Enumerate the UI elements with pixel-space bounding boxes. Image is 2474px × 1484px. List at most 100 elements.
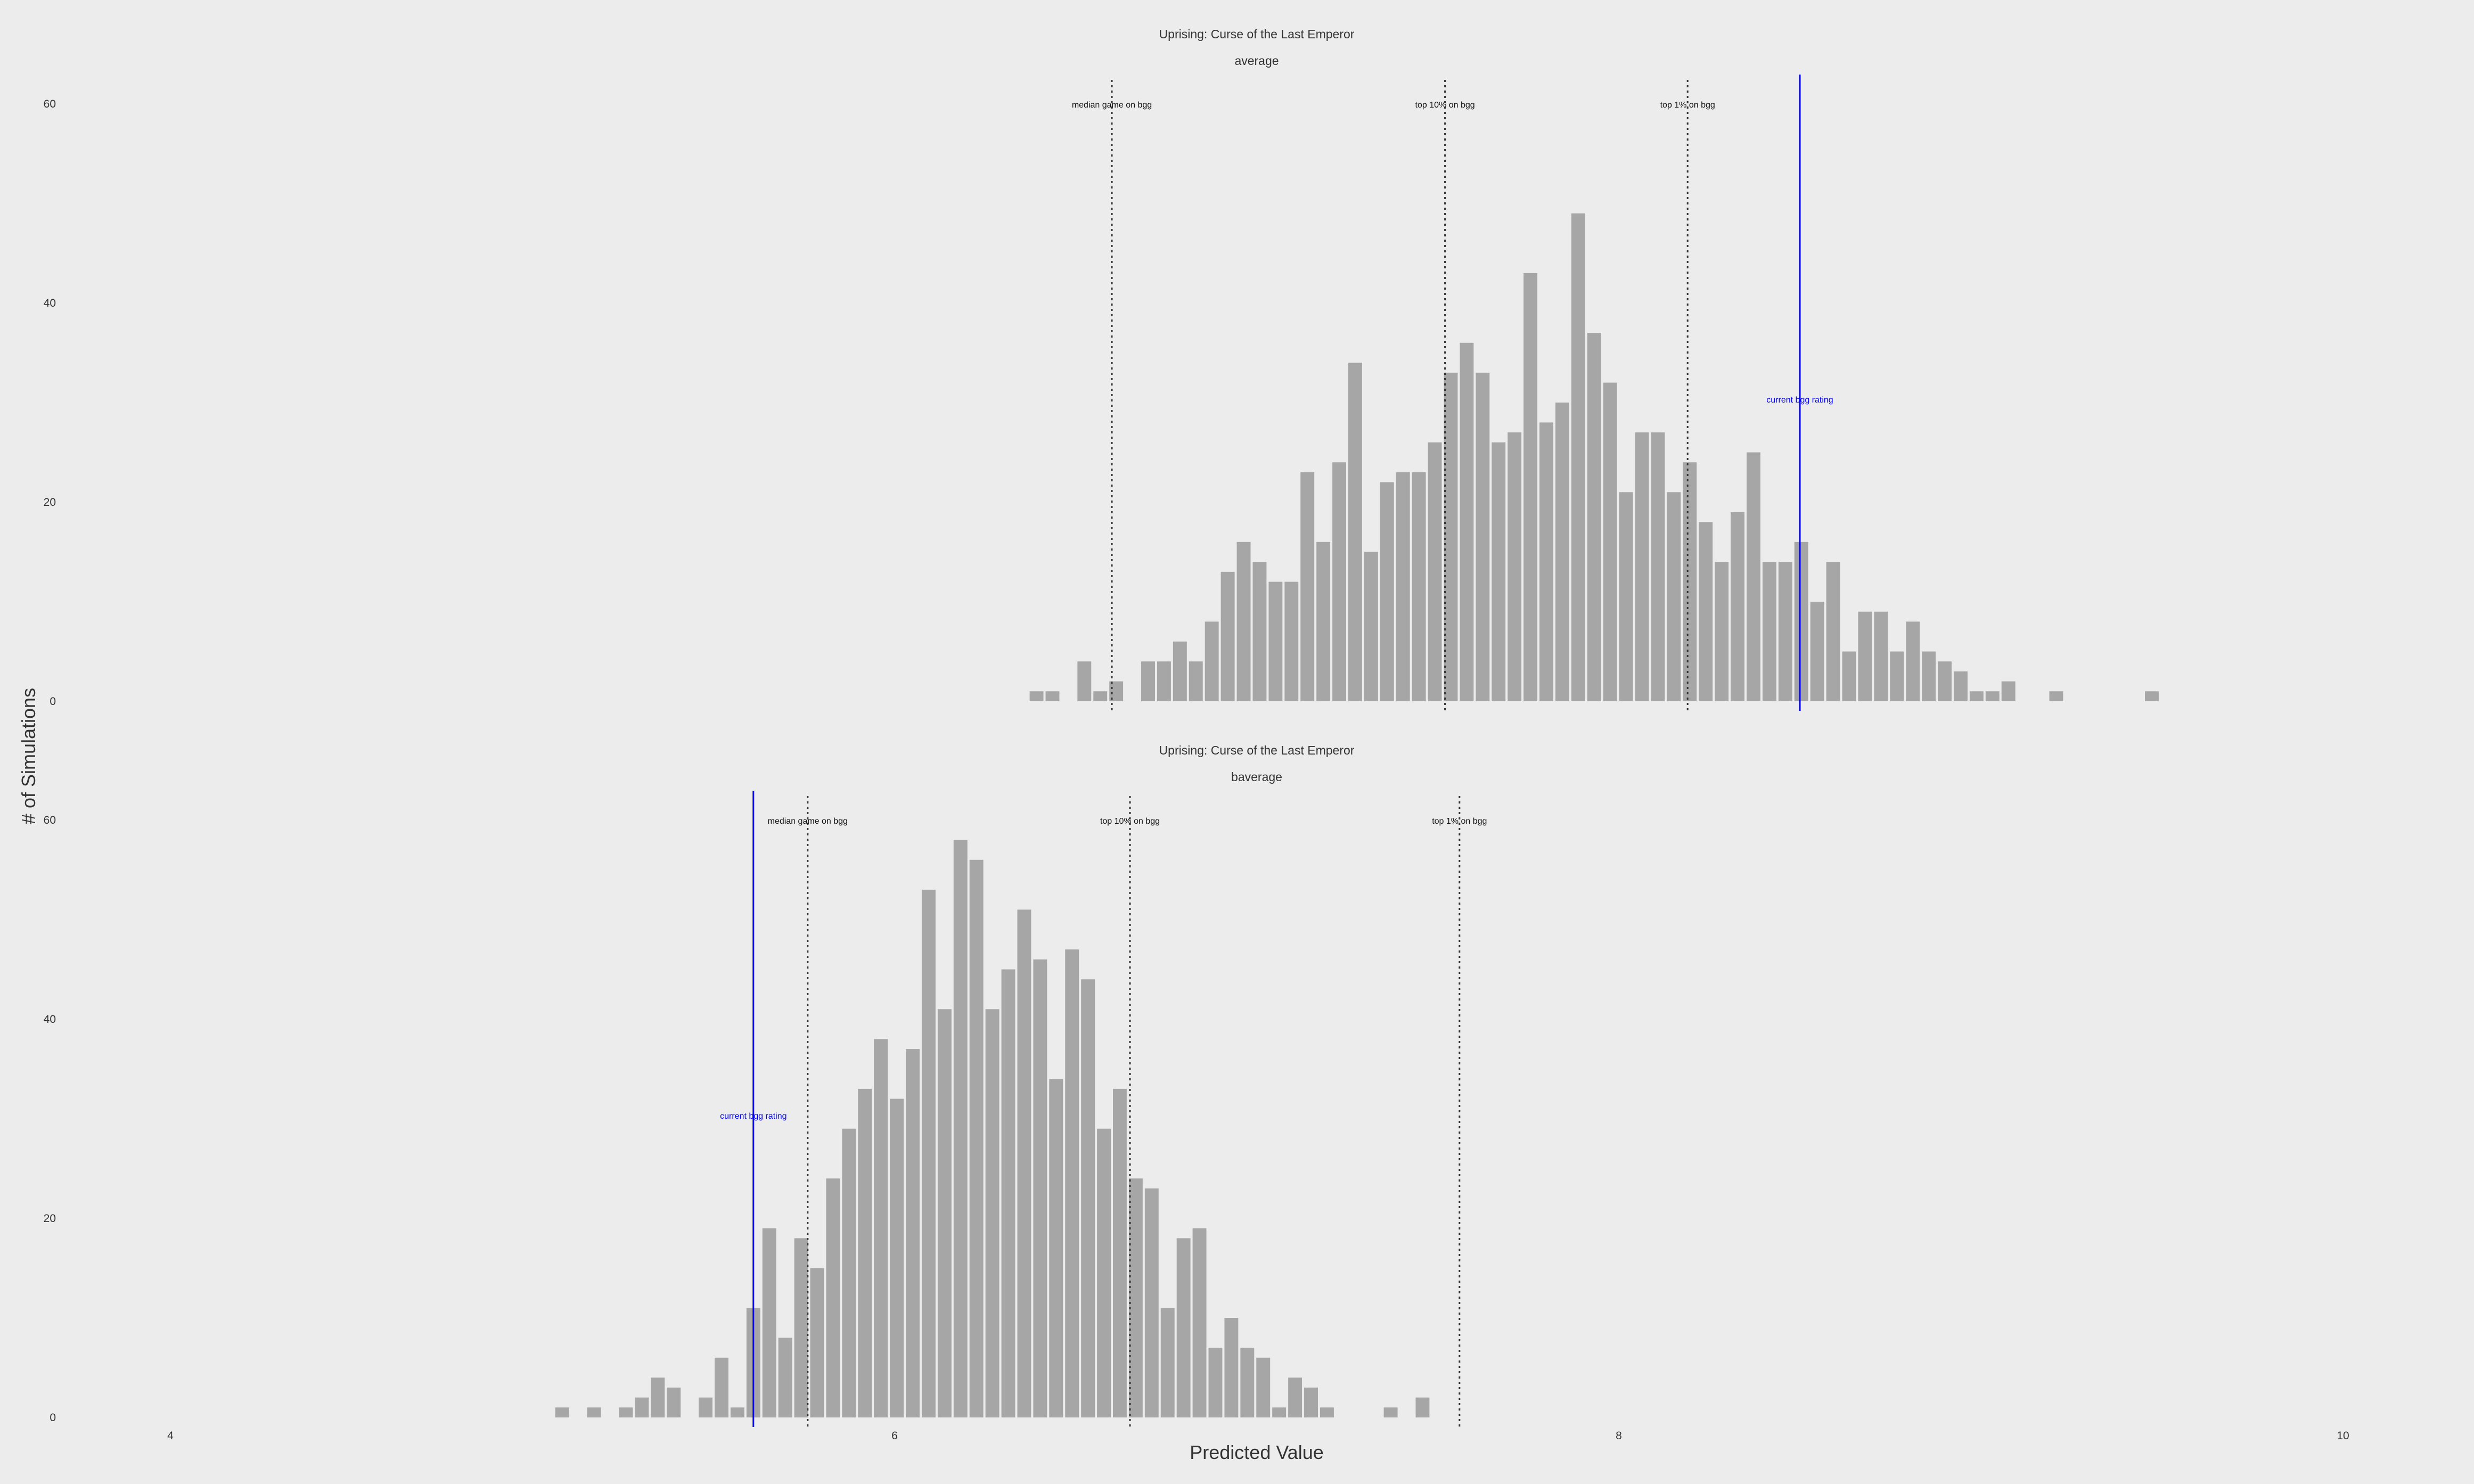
histogram-bar	[730, 1407, 744, 1417]
reference-line-label: median game on bgg	[768, 817, 848, 826]
panel-subtitle: baverage	[1231, 770, 1282, 784]
histogram-bar	[1001, 969, 1015, 1417]
histogram-bar	[874, 1039, 888, 1417]
histogram-bar	[651, 1378, 665, 1417]
histogram-bar	[1045, 691, 1060, 701]
histogram-bar	[1587, 333, 1601, 701]
panel-2: Uprising: Curse of the Last Emperor baver…	[44, 743, 1487, 1427]
histogram-bar	[715, 1357, 728, 1417]
histogram-bar	[1444, 372, 1458, 701]
histogram-bar	[1762, 562, 1776, 701]
y-tick-label: 20	[44, 496, 56, 509]
histogram-bar	[635, 1397, 649, 1417]
histogram-bar	[1492, 442, 1506, 701]
y-tick-label: 40	[44, 297, 56, 309]
histogram-bar	[1332, 462, 1346, 701]
histogram-bar	[921, 889, 936, 1417]
histogram-bar	[2049, 691, 2063, 701]
histogram-bar	[1651, 432, 1665, 701]
histogram-bar	[1077, 661, 1092, 701]
histogram-bar	[1065, 949, 1079, 1417]
histogram-bar	[1049, 1079, 1063, 1417]
y-tick-label: 0	[50, 1412, 56, 1424]
histogram-bar	[1460, 342, 1474, 701]
histogram-bar	[1300, 472, 1315, 701]
histogram-bar	[1320, 1407, 1334, 1417]
histogram-bar	[1539, 422, 1553, 701]
histogram-bar	[1523, 273, 1538, 701]
histogram-bar	[1906, 621, 1920, 701]
histogram-bar	[1778, 562, 1792, 701]
histogram-bar	[1081, 979, 1095, 1417]
histogram-bar	[1428, 442, 1442, 701]
histogram-bar	[1189, 661, 1203, 701]
panel-title: Uprising: Curse of the Last Emperor	[1159, 743, 1355, 757]
histogram-bar	[1969, 691, 1984, 701]
histogram-bar	[555, 1407, 569, 1417]
histogram-bar	[1383, 1407, 1398, 1417]
histogram-bar	[1160, 1308, 1175, 1417]
histogram-bar	[1380, 482, 1394, 701]
current-rating-label: current bgg rating	[1766, 396, 1833, 405]
histogram-bar	[1224, 1318, 1239, 1417]
histogram-bar	[667, 1387, 681, 1417]
histogram-bar	[1890, 651, 1904, 701]
histogram-bar	[1699, 522, 1713, 701]
histogram-bar	[1874, 611, 1888, 701]
histogram-bar	[1826, 562, 1840, 701]
histogram-bars	[1029, 213, 2159, 701]
panels: Uprising: Curse of the Last Emperor avera…	[44, 27, 2159, 1427]
histogram-bar	[1555, 403, 1569, 701]
panel-1: Uprising: Curse of the Last Emperor avera…	[44, 27, 2159, 711]
histogram-bar	[699, 1397, 712, 1417]
histogram-bar	[587, 1407, 601, 1417]
histogram-bar	[1810, 602, 1824, 701]
histogram-bar	[1715, 562, 1729, 701]
y-tick-label: 60	[44, 814, 56, 826]
histogram-bars	[555, 840, 1430, 1417]
y-tick-label: 40	[44, 1013, 56, 1026]
reference-line-label: top 10% on bgg	[1415, 101, 1475, 110]
histogram-bar	[1033, 959, 1047, 1417]
histogram-bar	[1173, 641, 1187, 701]
histogram-bar	[1415, 1397, 1430, 1417]
histogram-bar	[906, 1049, 920, 1417]
histogram-bar	[794, 1238, 808, 1417]
y-tick-label: 0	[50, 695, 56, 708]
histogram-bar	[1144, 1188, 1159, 1417]
reference-line-label: median game on bgg	[1072, 101, 1152, 110]
histogram-bar	[890, 1098, 904, 1417]
histogram-bar	[1093, 691, 1108, 701]
panel-title: Uprising: Curse of the Last Emperor	[1159, 27, 1355, 41]
histogram-bar	[1017, 909, 1031, 1417]
histogram-bar	[953, 840, 968, 1417]
current-rating-label: current bgg rating	[720, 1112, 787, 1121]
histogram-bar	[1176, 1238, 1191, 1417]
histogram-bar	[1412, 472, 1426, 701]
histogram-bar	[1240, 1348, 1255, 1417]
histogram-bar	[1396, 472, 1410, 701]
histogram-bar	[1097, 1128, 1111, 1417]
histogram-bar	[1268, 581, 1283, 701]
histogram-bar	[1128, 1178, 1143, 1417]
reference-line-label: top 10% on bgg	[1100, 817, 1160, 826]
histogram-bar	[1288, 1378, 1302, 1417]
histogram-bar	[1284, 581, 1299, 701]
y-tick-label: 60	[44, 98, 56, 110]
histogram-bar	[1858, 611, 1872, 701]
histogram-bar	[1794, 542, 1808, 701]
histogram-bar	[1236, 542, 1251, 701]
histogram-bar	[1113, 1088, 1127, 1417]
histogram-bar	[969, 859, 984, 1417]
x-axis-label: Predicted Value	[1190, 1441, 1324, 1463]
y-tick-label: 20	[44, 1212, 56, 1225]
histogram-bar	[1316, 542, 1331, 701]
histogram-bar	[1141, 661, 1155, 701]
histogram-bar	[1938, 661, 1952, 701]
histogram-bar	[1922, 651, 1936, 701]
histogram-bar	[1205, 621, 1219, 701]
histogram-bar	[1667, 492, 1681, 701]
histogram-bar	[1953, 671, 1968, 701]
